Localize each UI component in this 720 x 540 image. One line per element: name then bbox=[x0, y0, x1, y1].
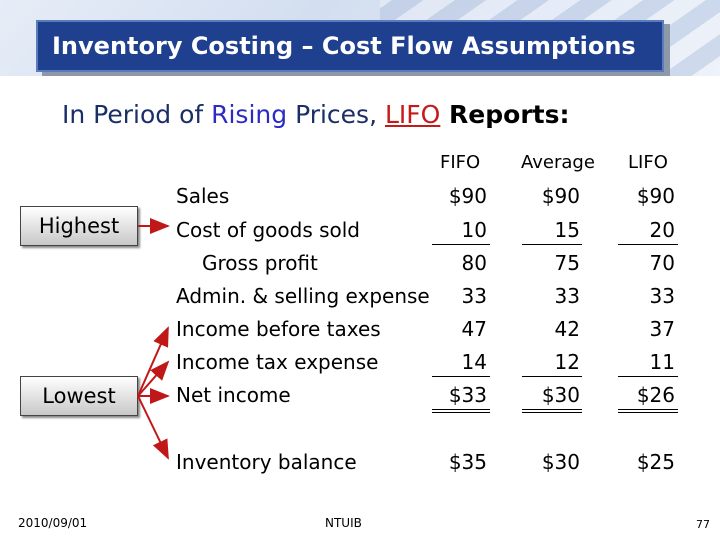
value-net-income-fifo: $33 bbox=[448, 383, 487, 407]
arrow-lowest-mid bbox=[137, 360, 170, 397]
rule-cogs-fifo bbox=[432, 244, 490, 245]
rule-cogs-lifo bbox=[618, 244, 678, 245]
arrow-lowest-inventory bbox=[137, 395, 169, 460]
row-label-inventory-balance: Inventory balance bbox=[176, 450, 357, 474]
row-label-income-before-taxes: Income before taxes bbox=[176, 317, 381, 341]
value-ibt-fifo: 47 bbox=[461, 317, 487, 341]
value-admin-average: 33 bbox=[554, 284, 580, 308]
subtitle-rising: Rising bbox=[211, 100, 288, 129]
double-rule-net-average-a bbox=[522, 409, 582, 410]
lowest-box: Lowest bbox=[20, 376, 138, 416]
row-label-cogs: Cost of goods sold bbox=[176, 218, 361, 242]
value-tax-lifo: 11 bbox=[649, 350, 675, 374]
rule-cogs-average bbox=[522, 244, 582, 245]
rule-tax-lifo bbox=[618, 376, 678, 377]
value-cogs-fifo: 10 bbox=[461, 218, 487, 242]
rule-tax-average bbox=[522, 376, 582, 377]
rule-tax-fifo bbox=[432, 376, 490, 377]
value-net-income-average: $30 bbox=[541, 383, 580, 407]
subtitle-lifo: LIFO bbox=[384, 100, 441, 129]
footer-date: 2010/09/01 bbox=[18, 516, 88, 530]
value-gross-profit-average: 75 bbox=[554, 251, 580, 275]
slide-title: Inventory Costing – Cost Flow Assumption… bbox=[36, 20, 664, 72]
subtitle-part2: Prices, bbox=[287, 100, 385, 129]
double-rule-net-lifo-b bbox=[618, 412, 678, 413]
double-rule-net-fifo-b bbox=[432, 412, 490, 413]
value-gross-profit-lifo: 70 bbox=[649, 251, 675, 275]
double-rule-net-average-b bbox=[522, 412, 582, 413]
value-gross-profit-fifo: 80 bbox=[461, 251, 487, 275]
row-label-sales: Sales bbox=[176, 184, 230, 208]
row-label-net-income: Net income bbox=[176, 383, 291, 407]
double-rule-net-lifo-a bbox=[618, 409, 678, 410]
value-cogs-average: 15 bbox=[554, 218, 580, 242]
value-admin-lifo: 33 bbox=[649, 284, 675, 308]
double-rule-net-fifo-a bbox=[432, 409, 490, 410]
highest-box: Highest bbox=[20, 206, 138, 246]
value-tax-average: 12 bbox=[554, 350, 580, 374]
subtitle-band bbox=[0, 76, 720, 152]
slide-subtitle: In Period of Rising Prices, LIFO Reports… bbox=[62, 100, 569, 129]
col-header-average: Average bbox=[521, 152, 595, 173]
arrow-lowest-up bbox=[137, 326, 169, 397]
footer-center: NTUIB bbox=[325, 516, 362, 530]
col-header-fifo: FIFO bbox=[440, 152, 481, 173]
value-ibt-lifo: 37 bbox=[649, 317, 675, 341]
footer-page-number: 77 bbox=[696, 518, 710, 531]
row-label-gross-profit: Gross profit bbox=[202, 251, 318, 275]
value-cogs-lifo: 20 bbox=[649, 218, 675, 242]
value-inventory-average: $30 bbox=[541, 450, 580, 474]
row-label-income-tax: Income tax expense bbox=[176, 350, 379, 374]
subtitle-part1: In Period of bbox=[62, 100, 212, 129]
value-inventory-fifo: $35 bbox=[448, 450, 487, 474]
value-sales-lifo: $90 bbox=[636, 184, 675, 208]
value-inventory-lifo: $25 bbox=[636, 450, 675, 474]
subtitle-reports: Reports: bbox=[440, 100, 570, 129]
value-tax-fifo: 14 bbox=[461, 350, 487, 374]
row-label-admin-selling: Admin. & selling expense bbox=[176, 284, 430, 308]
value-admin-fifo: 33 bbox=[461, 284, 487, 308]
value-ibt-average: 42 bbox=[554, 317, 580, 341]
col-header-lifo: LIFO bbox=[628, 152, 668, 173]
value-net-income-lifo: $26 bbox=[636, 383, 675, 407]
value-sales-average: $90 bbox=[541, 184, 580, 208]
value-sales-fifo: $90 bbox=[448, 184, 487, 208]
